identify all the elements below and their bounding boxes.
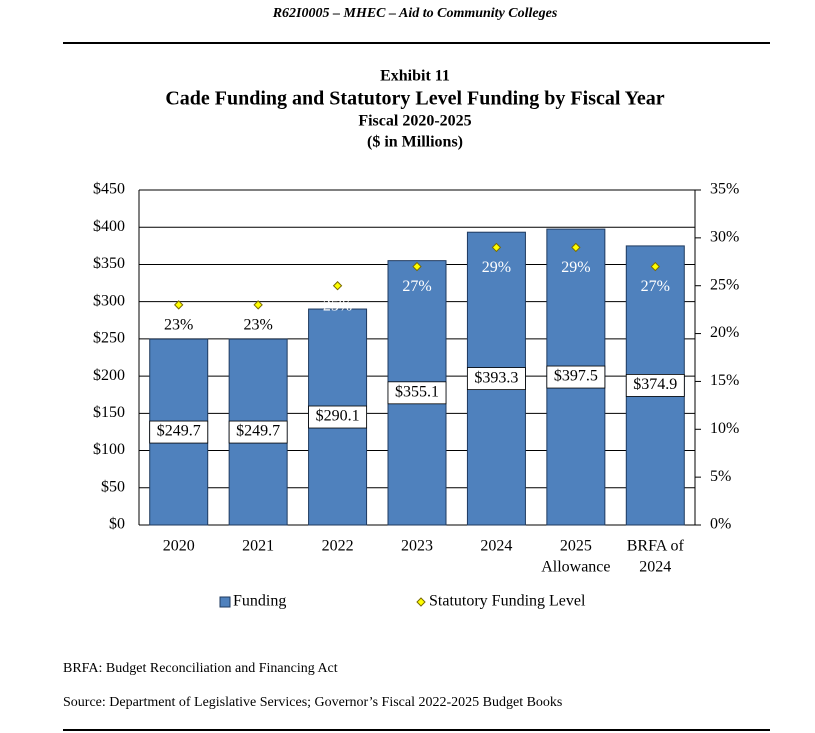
value-label-box: [149, 420, 209, 444]
y2-tick-label: 15%: [710, 372, 739, 389]
legend-label: Statutory Funding Level: [429, 593, 586, 610]
y-tick-label: $350: [93, 255, 125, 272]
x-tick-label: BRFA of: [627, 538, 685, 555]
legend-label: Funding: [233, 593, 286, 610]
y2-tick-label: 20%: [710, 324, 739, 341]
x-tick-label: 2023: [401, 538, 433, 555]
y2-tick-label: 25%: [710, 276, 739, 293]
y2-tick-label: 10%: [710, 420, 739, 437]
value-label-box: [387, 381, 447, 405]
legend-swatch: [219, 596, 231, 608]
percent-label: 27%: [641, 278, 670, 295]
y2-tick-label: 5%: [710, 468, 731, 485]
y-tick-label: $300: [93, 292, 125, 309]
footnote: BRFA: Budget Reconciliation and Financin…: [63, 661, 338, 676]
statutory-marker: [491, 242, 502, 253]
exhibit-label: Exhibit 11: [380, 68, 450, 85]
statutory-marker: [412, 261, 422, 272]
percent-label: 23%: [164, 317, 193, 334]
statutory-marker: [650, 261, 660, 272]
value-label: $249.7: [236, 423, 280, 440]
y2-tick-label: 30%: [710, 229, 739, 246]
y2-tick-label: 0%: [710, 516, 731, 533]
value-label: $249.7: [157, 423, 201, 440]
statutory-marker: [332, 281, 343, 291]
x-tick-label: 2021: [242, 538, 274, 555]
y-tick-label: $400: [93, 218, 125, 235]
x-tick-label: 2024: [639, 559, 671, 576]
value-label-box: [228, 420, 288, 444]
chart-units: ($ in Millions): [367, 134, 463, 151]
legend-swatch: [416, 597, 426, 607]
percent-label: 27%: [402, 278, 431, 295]
statutory-marker: [174, 300, 184, 310]
x-tick-label: 2024: [480, 538, 512, 555]
chart-title: Cade Funding and Statutory Level Funding…: [165, 88, 664, 110]
value-label-box: [467, 367, 526, 391]
source-note: Source: Department of Legislative Servic…: [63, 695, 562, 710]
x-tick-label: Allowance: [541, 559, 610, 576]
value-label-box: [625, 374, 685, 397]
chart-subtitle: Fiscal 2020-2025: [358, 113, 471, 130]
x-tick-label: 2022: [322, 538, 354, 555]
y-tick-label: $450: [93, 181, 125, 198]
x-tick-label: 2025: [560, 538, 592, 555]
percent-label: 29%: [482, 259, 511, 276]
y-tick-label: $150: [93, 404, 125, 421]
value-label: $393.3: [474, 369, 518, 386]
value-label: $374.9: [633, 376, 677, 393]
value-label-box: [308, 405, 367, 429]
y-tick-label: $200: [93, 367, 125, 384]
statutory-marker: [253, 300, 263, 310]
page-header: R62I0005 – MHEC – Aid to Community Colle…: [272, 6, 558, 21]
x-tick-label: 2020: [163, 538, 195, 555]
y-tick-label: $250: [93, 330, 125, 347]
y-tick-label: $50: [101, 478, 125, 495]
y2-tick-label: 35%: [710, 181, 739, 198]
value-label: $397.5: [554, 368, 598, 385]
statutory-marker: [571, 242, 581, 253]
value-label: $290.1: [316, 408, 360, 425]
value-label-box: [546, 365, 606, 389]
y-tick-label: $100: [93, 441, 125, 458]
value-label: $355.1: [395, 383, 439, 400]
percent-label: 25%: [323, 297, 352, 314]
percent-label: 23%: [243, 317, 272, 334]
y-tick-label: $0: [109, 516, 125, 533]
percent-label: 29%: [561, 259, 590, 276]
